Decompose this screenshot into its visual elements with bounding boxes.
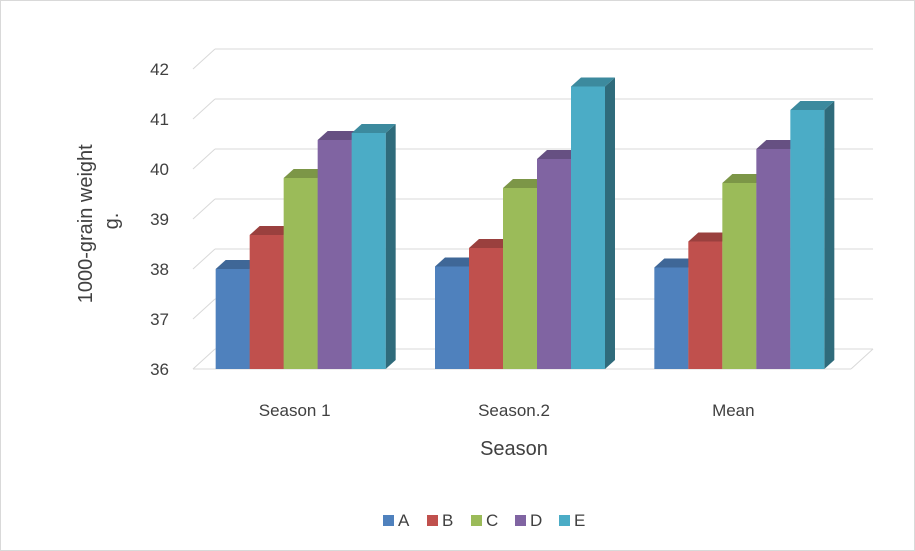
legend-label: B (442, 511, 453, 530)
gridline-diagonal (192, 198, 216, 220)
legend-label: D (530, 511, 542, 530)
gridline-diagonal (192, 298, 216, 320)
legend-item-C: C (471, 511, 498, 530)
x-axis-title: Season (480, 438, 548, 460)
y-axis-ticks: 36 37 38 39 40 41 42 (150, 60, 169, 379)
legend-swatch (559, 515, 570, 526)
legend-swatch (515, 515, 526, 526)
legend-swatch (427, 515, 438, 526)
gridline-diagonal (192, 148, 216, 170)
gridline-diagonal (192, 98, 216, 120)
legend-swatch (383, 515, 394, 526)
y-axis-title-line-1: 1000-grain weight (75, 144, 97, 303)
legend-label: A (398, 511, 410, 530)
bar-E-2 (790, 101, 835, 369)
y-axis-title-line-2: g. (101, 213, 123, 230)
bars (215, 77, 835, 369)
legend-item-D: D (515, 511, 542, 530)
y-tick-label: 42 (150, 60, 169, 79)
x-tick-label: Mean (712, 401, 755, 420)
x-tick-label: Season.2 (478, 401, 550, 420)
y-tick-label: 40 (150, 160, 169, 179)
bar-E-1 (571, 77, 615, 369)
x-tick-label: Season 1 (259, 401, 331, 420)
y-tick-label: 38 (150, 260, 169, 279)
legend-item-B: B (427, 511, 453, 530)
legend: A B C D E (383, 511, 585, 530)
bar-E-0 (351, 124, 396, 369)
y-axis-title: 1000-grain weight g. (75, 139, 123, 304)
floor-right-edge (850, 348, 874, 370)
gridline-diagonal (192, 248, 216, 270)
gridline-diagonal (192, 48, 216, 70)
y-tick-label: 37 (150, 310, 169, 329)
x-axis-categories: Season 1 Season.2 Mean (259, 401, 755, 420)
legend-item-E: E (559, 511, 585, 530)
legend-label: E (574, 511, 585, 530)
gridline-diagonal (192, 348, 216, 370)
legend-swatch (471, 515, 482, 526)
y-tick-label: 36 (150, 360, 169, 379)
y-tick-label: 39 (150, 210, 169, 229)
legend-label: C (486, 511, 498, 530)
y-tick-label: 41 (150, 110, 169, 129)
legend-item-A: A (383, 511, 410, 530)
